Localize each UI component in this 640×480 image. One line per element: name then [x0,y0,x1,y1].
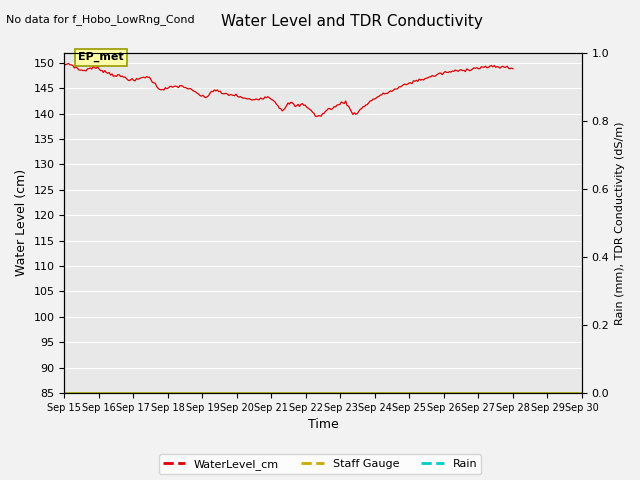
Y-axis label: Rain (mm), TDR Conductivity (dS/m): Rain (mm), TDR Conductivity (dS/m) [615,121,625,324]
Rain [92,390,99,396]
WaterLevel_cm [313,114,321,120]
WaterLevel_cm [346,106,354,112]
Rain [578,390,586,396]
WaterLevel_cm [170,84,178,89]
Text: Water Level and TDR Conductivity: Water Level and TDR Conductivity [221,14,483,29]
Rain [534,390,541,396]
Text: No data for f_Hobo_LowRng_Cond: No data for f_Hobo_LowRng_Cond [6,14,195,25]
Staff Gauge [81,390,89,396]
WaterLevel_cm [234,94,241,99]
Rain [157,390,164,396]
Rain [81,390,89,396]
Legend: WaterLevel_cm, Staff Gauge, Rain: WaterLevel_cm, Staff Gauge, Rain [159,454,481,474]
WaterLevel_cm [86,65,94,71]
Staff Gauge [552,390,560,396]
X-axis label: Time: Time [308,419,339,432]
Text: EP_met: EP_met [78,52,124,62]
Staff Gauge [198,390,206,396]
Y-axis label: Water Level (cm): Water Level (cm) [15,169,28,276]
Staff Gauge [534,390,541,396]
WaterLevel_cm [65,61,72,67]
Staff Gauge [157,390,164,396]
Staff Gauge [578,390,586,396]
Staff Gauge [92,390,99,396]
WaterLevel_cm [304,105,312,111]
Rain [552,390,560,396]
Rain [198,390,206,396]
WaterLevel_cm [172,83,179,89]
WaterLevel_cm [509,66,517,72]
Rain [61,390,68,396]
WaterLevel_cm [61,61,68,67]
Staff Gauge [61,390,68,396]
Line: WaterLevel_cm: WaterLevel_cm [65,64,513,117]
